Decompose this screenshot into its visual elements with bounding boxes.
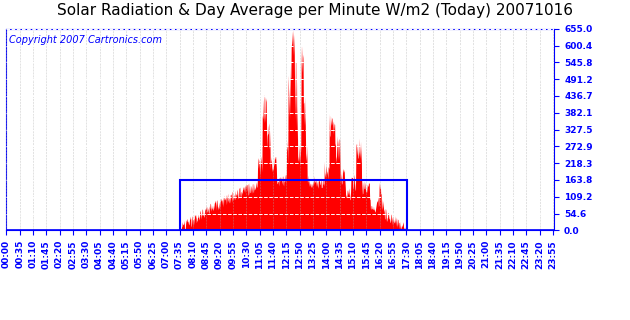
Text: Copyright 2007 Cartronics.com: Copyright 2007 Cartronics.com — [9, 35, 162, 45]
Text: Solar Radiation & Day Average per Minute W/m2 (Today) 20071016: Solar Radiation & Day Average per Minute… — [57, 3, 573, 18]
Bar — [180, 180, 406, 230]
